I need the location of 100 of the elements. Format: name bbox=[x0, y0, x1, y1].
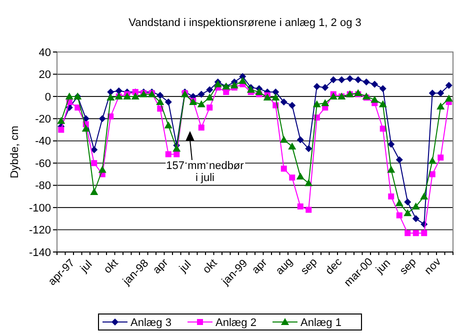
point bbox=[106, 94, 115, 101]
y-tick-label: -80 bbox=[35, 180, 51, 192]
point bbox=[429, 171, 436, 178]
point bbox=[362, 92, 370, 100]
point bbox=[444, 94, 453, 102]
y-tick-label: 0 bbox=[44, 91, 51, 104]
point bbox=[437, 90, 444, 97]
point bbox=[156, 98, 164, 105]
x-tick-label: jun bbox=[373, 257, 393, 277]
point bbox=[156, 92, 164, 99]
legend-label: Anlæg 2 bbox=[216, 316, 256, 329]
point bbox=[58, 126, 64, 133]
point bbox=[91, 160, 98, 166]
point bbox=[445, 82, 452, 89]
point bbox=[412, 215, 420, 222]
point bbox=[420, 192, 428, 200]
point bbox=[206, 94, 214, 101]
point bbox=[438, 154, 444, 161]
point bbox=[313, 82, 320, 90]
point bbox=[297, 203, 304, 210]
point bbox=[82, 124, 90, 132]
y-tick-label: -120 bbox=[28, 224, 51, 237]
point bbox=[312, 100, 321, 108]
point bbox=[107, 88, 114, 96]
point bbox=[280, 136, 288, 143]
point bbox=[65, 92, 74, 100]
point bbox=[305, 145, 312, 152]
point bbox=[378, 100, 387, 108]
point bbox=[74, 104, 81, 111]
point bbox=[428, 90, 436, 97]
point bbox=[98, 166, 106, 173]
point bbox=[370, 96, 379, 103]
point bbox=[428, 156, 436, 164]
x-tick-label: apr bbox=[250, 256, 270, 276]
point bbox=[395, 199, 404, 206]
point bbox=[404, 198, 412, 206]
y-tick-label: -40 bbox=[35, 136, 51, 148]
point bbox=[198, 124, 204, 131]
legend-label: Anlæg 3 bbox=[130, 316, 172, 329]
point bbox=[263, 94, 272, 101]
point bbox=[396, 156, 403, 164]
point bbox=[322, 84, 329, 92]
point bbox=[404, 209, 412, 216]
x-tick-label: apr bbox=[150, 256, 171, 276]
point bbox=[164, 121, 172, 128]
x-tick-label: jul bbox=[78, 258, 95, 276]
point bbox=[131, 92, 140, 100]
point bbox=[304, 179, 313, 186]
point bbox=[296, 172, 304, 180]
point bbox=[272, 88, 280, 96]
point bbox=[280, 166, 287, 172]
point bbox=[255, 88, 264, 95]
point bbox=[198, 90, 205, 98]
point bbox=[206, 104, 213, 111]
point bbox=[223, 89, 230, 95]
point bbox=[289, 174, 296, 181]
point bbox=[164, 98, 172, 106]
point bbox=[387, 166, 396, 173]
y-tick-label: 40 bbox=[38, 46, 51, 59]
x-tick-label: okt bbox=[102, 257, 121, 276]
point bbox=[354, 76, 362, 84]
y-axis-title: Dybde, cm bbox=[9, 126, 21, 178]
point bbox=[338, 76, 346, 84]
legend-label: Anlæg 1 bbox=[300, 316, 342, 329]
point bbox=[362, 78, 370, 86]
point bbox=[98, 115, 106, 122]
point bbox=[436, 102, 445, 110]
point bbox=[230, 81, 238, 88]
point bbox=[165, 151, 172, 158]
x-tick-label: nov bbox=[422, 256, 444, 278]
x-tick-label: sep bbox=[298, 256, 320, 278]
point bbox=[321, 99, 330, 106]
point bbox=[288, 102, 296, 109]
point bbox=[404, 230, 411, 236]
point bbox=[172, 144, 181, 152]
point bbox=[421, 230, 428, 236]
point bbox=[296, 136, 304, 144]
point bbox=[412, 202, 420, 210]
point bbox=[306, 206, 312, 213]
point bbox=[272, 94, 280, 101]
y-tick-label: -20 bbox=[35, 114, 51, 126]
point bbox=[280, 98, 288, 106]
point bbox=[330, 76, 337, 84]
point bbox=[90, 188, 98, 195]
chart-title: Vandstand i inspektionsrørene i anlæg 1, 2 og 3 bbox=[128, 17, 362, 29]
point bbox=[380, 126, 386, 132]
y-tick-label: -100 bbox=[28, 202, 51, 214]
x-tick-label: sep bbox=[398, 256, 419, 278]
x-tick-label: aug bbox=[274, 256, 296, 278]
point bbox=[388, 140, 395, 148]
point bbox=[371, 80, 378, 88]
point bbox=[206, 86, 214, 94]
annotation: 157 mm nedbør i juli bbox=[166, 160, 244, 184]
point bbox=[288, 142, 296, 150]
point bbox=[90, 146, 98, 154]
point bbox=[238, 76, 247, 84]
point bbox=[346, 75, 354, 82]
point bbox=[396, 212, 402, 218]
x-tick-label: jul bbox=[176, 258, 194, 276]
point bbox=[379, 85, 386, 92]
